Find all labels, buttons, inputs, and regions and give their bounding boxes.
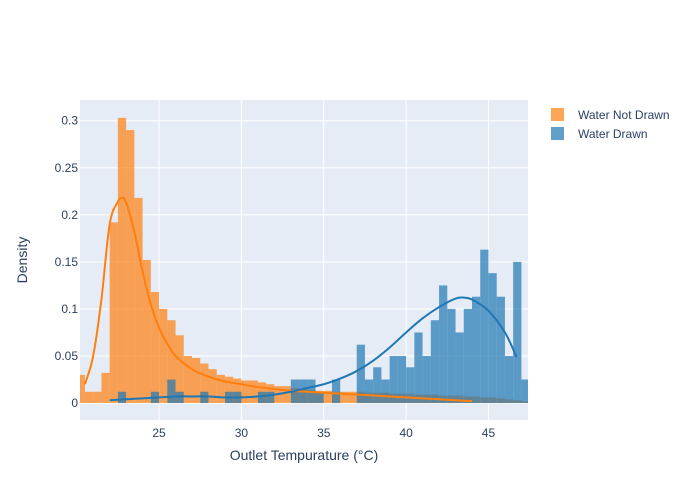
bar-water-drawn-37	[414, 332, 423, 404]
y-tick-label-1: 0.05	[55, 349, 79, 363]
bar-water-not-drawn-5	[117, 117, 127, 404]
legend-item-water-not-drawn[interactable]: Water Not Drawn	[551, 108, 670, 122]
bar-water-not-drawn-30	[323, 390, 332, 404]
bar-water-drawn-8	[175, 391, 184, 404]
legend[interactable]: Water Not Drawn Water Drawn	[551, 108, 670, 141]
bar-water-drawn-48	[504, 356, 514, 404]
bar-water-not-drawn-10	[159, 308, 168, 404]
bar-water-drawn-47	[496, 296, 505, 404]
kde-line-water-not-drawn	[83, 196, 473, 403]
y-tick-label-2: 0.1	[61, 302, 78, 316]
bar-water-drawn-45	[480, 249, 489, 404]
bar-water-drawn-49	[513, 261, 522, 404]
x-tick-label-1: 30	[235, 426, 249, 440]
bar-water-not-drawn-18	[224, 376, 234, 404]
bar-water-not-drawn-16	[208, 369, 217, 404]
bar-water-drawn-44	[472, 296, 481, 404]
y-tick-label-6: 0.3	[61, 114, 78, 128]
legend-label-water-drawn: Water Drawn	[578, 127, 648, 141]
bar-water-drawn-18	[257, 391, 267, 404]
bar-water-not-drawn-8	[142, 260, 151, 404]
bar-water-not-drawn-25	[282, 386, 291, 404]
histogram-bars	[80, 117, 538, 404]
bar-water-not-drawn-20	[241, 380, 250, 404]
bar-water-not-drawn-12	[175, 335, 184, 404]
bar-water-not-drawn-15	[200, 363, 209, 404]
legend-item-water-drawn[interactable]: Water Drawn	[551, 127, 648, 141]
bar-water-not-drawn-19	[233, 378, 242, 404]
x-tick-label-2: 35	[317, 426, 331, 440]
bar-water-drawn-38	[422, 356, 431, 404]
bar-water-drawn-36	[406, 367, 415, 404]
bar-water-drawn-32	[373, 367, 382, 404]
density-curves	[83, 196, 518, 403]
bar-water-drawn-41	[447, 308, 456, 404]
bar-water-drawn-31	[364, 379, 374, 404]
bar-water-drawn-1	[117, 391, 127, 404]
bar-water-drawn-30	[356, 344, 365, 404]
bar-water-drawn-43	[463, 308, 472, 404]
bar-water-not-drawn-17	[216, 374, 225, 404]
bar-water-drawn-42	[455, 332, 464, 404]
bar-water-not-drawn-1	[84, 391, 94, 404]
bar-water-not-drawn-6	[126, 130, 135, 404]
legend-label-water-not-drawn: Water Not Drawn	[578, 108, 670, 122]
legend-swatch-water-not-drawn	[551, 108, 564, 121]
y-tick-labels: 0 0.05 0.1 0.15 0.2 0.25 0.3	[55, 114, 79, 410]
bar-water-drawn-27	[332, 379, 341, 404]
kde-line-water-drawn	[109, 296, 518, 402]
bar-water-drawn-34	[389, 356, 398, 404]
bar-water-drawn-33	[381, 379, 390, 404]
x-tick-label-0: 25	[152, 426, 166, 440]
bar-water-not-drawn-11	[167, 320, 176, 404]
bar-water-drawn-39	[430, 320, 440, 404]
bar-water-not-drawn-7	[134, 197, 143, 404]
bar-water-drawn-40	[439, 285, 448, 404]
bar-water-drawn-7	[167, 379, 176, 404]
bar-water-not-drawn-3	[101, 372, 110, 404]
y-tick-label-3: 0.15	[55, 255, 79, 269]
bar-water-not-drawn-33	[348, 391, 357, 404]
y-axis-title: Density	[14, 237, 30, 284]
y-tick-label-0: 0	[71, 396, 78, 410]
bar-water-drawn-51	[530, 392, 538, 403]
legend-swatch-water-drawn	[551, 127, 564, 140]
bar-water-not-drawn-14	[192, 357, 201, 404]
y-tick-label-4: 0.2	[61, 208, 78, 222]
y-tick-label-5: 0.25	[55, 161, 79, 175]
bar-water-drawn-46	[488, 273, 497, 404]
x-axis-title: Outlet Tempurature (°C)	[230, 447, 379, 463]
bar-water-drawn-11	[200, 391, 209, 404]
x-tick-label-4: 45	[482, 426, 496, 440]
bar-water-not-drawn-9	[150, 292, 160, 404]
bar-water-not-drawn-21	[249, 380, 258, 404]
bar-water-not-drawn-4	[109, 222, 118, 404]
bar-water-not-drawn-13	[183, 356, 192, 404]
bar-water-not-drawn-32	[340, 391, 349, 404]
bar-water-drawn-50	[521, 379, 528, 404]
bar-water-drawn-35	[397, 356, 407, 404]
bar-water-not-drawn-2	[93, 391, 102, 404]
bar-water-not-drawn-0	[80, 374, 85, 404]
bar-water-drawn-25	[315, 391, 324, 404]
bar-water-drawn-19	[266, 391, 275, 404]
x-tick-label-3: 40	[399, 426, 413, 440]
x-tick-labels: 25 30 35 40 45	[152, 426, 495, 440]
